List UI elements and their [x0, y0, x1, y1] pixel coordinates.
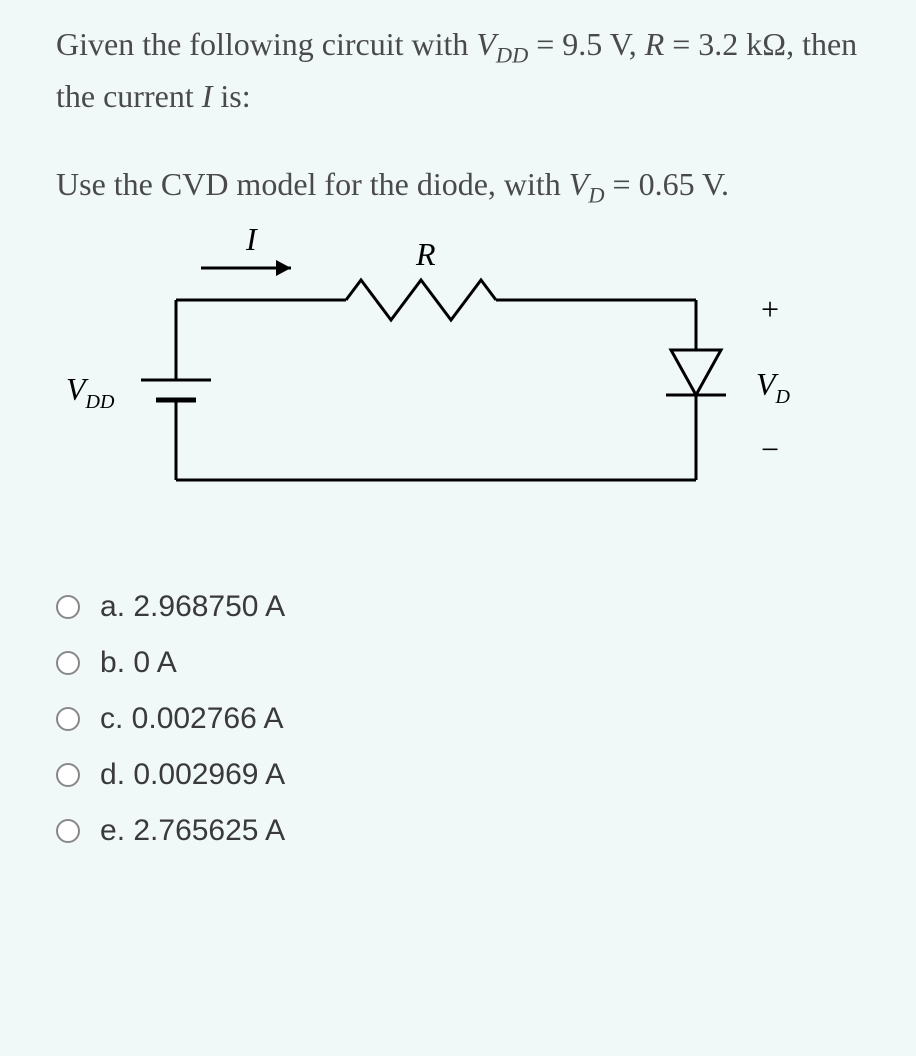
question-page: Given the following circuit with VDD = 9… — [0, 0, 916, 1056]
option-label: e. 2.765625 A — [100, 814, 285, 848]
instr-eq: = 0.65 V. — [605, 166, 729, 202]
arrow-head-icon — [276, 260, 291, 276]
label-vdd: VDD — [66, 371, 115, 413]
question-statement: Given the following circuit with VDD = 9… — [56, 20, 880, 120]
vd-symbol: VD — [569, 166, 605, 202]
option-label: a. 2.968750 A — [100, 590, 285, 624]
option-b[interactable]: b. 0 A — [56, 646, 880, 680]
label-i: I — [245, 221, 258, 257]
option-label: d. 0.002969 A — [100, 758, 285, 792]
circuit-diagram: I R — [46, 220, 836, 520]
i-symbol: I — [202, 78, 213, 114]
radio-icon[interactable] — [56, 763, 80, 787]
option-label: b. 0 A — [100, 646, 177, 680]
option-c[interactable]: c. 0.002766 A — [56, 702, 880, 736]
answer-options: a. 2.968750 A b. 0 A c. 0.002766 A d. 0.… — [56, 590, 880, 848]
q-text-eq1: = 9.5 V, — [528, 26, 644, 62]
option-label: c. 0.002766 A — [100, 702, 284, 736]
r-symbol: R — [645, 26, 665, 62]
radio-icon[interactable] — [56, 651, 80, 675]
radio-icon[interactable] — [56, 707, 80, 731]
option-d[interactable]: d. 0.002969 A — [56, 758, 880, 792]
circuit-svg: I R — [46, 220, 836, 520]
q-text-3: is: — [212, 78, 250, 114]
resistor-icon — [346, 280, 496, 320]
radio-icon[interactable] — [56, 595, 80, 619]
radio-icon[interactable] — [56, 819, 80, 843]
q-text-1: Given the following circuit with — [56, 26, 476, 62]
plus-sign: + — [761, 291, 779, 327]
option-a[interactable]: a. 2.968750 A — [56, 590, 880, 624]
label-vd: VD — [756, 366, 791, 408]
instruction-text: Use the CVD model for the diode, with VD… — [56, 160, 880, 212]
option-e[interactable]: e. 2.765625 A — [56, 814, 880, 848]
diode-triangle-icon — [671, 350, 721, 395]
vdd-symbol: VDD — [476, 26, 528, 62]
instr-pre: Use the CVD model for the diode, with — [56, 166, 569, 202]
label-r: R — [415, 236, 436, 272]
minus-sign: − — [761, 431, 779, 467]
